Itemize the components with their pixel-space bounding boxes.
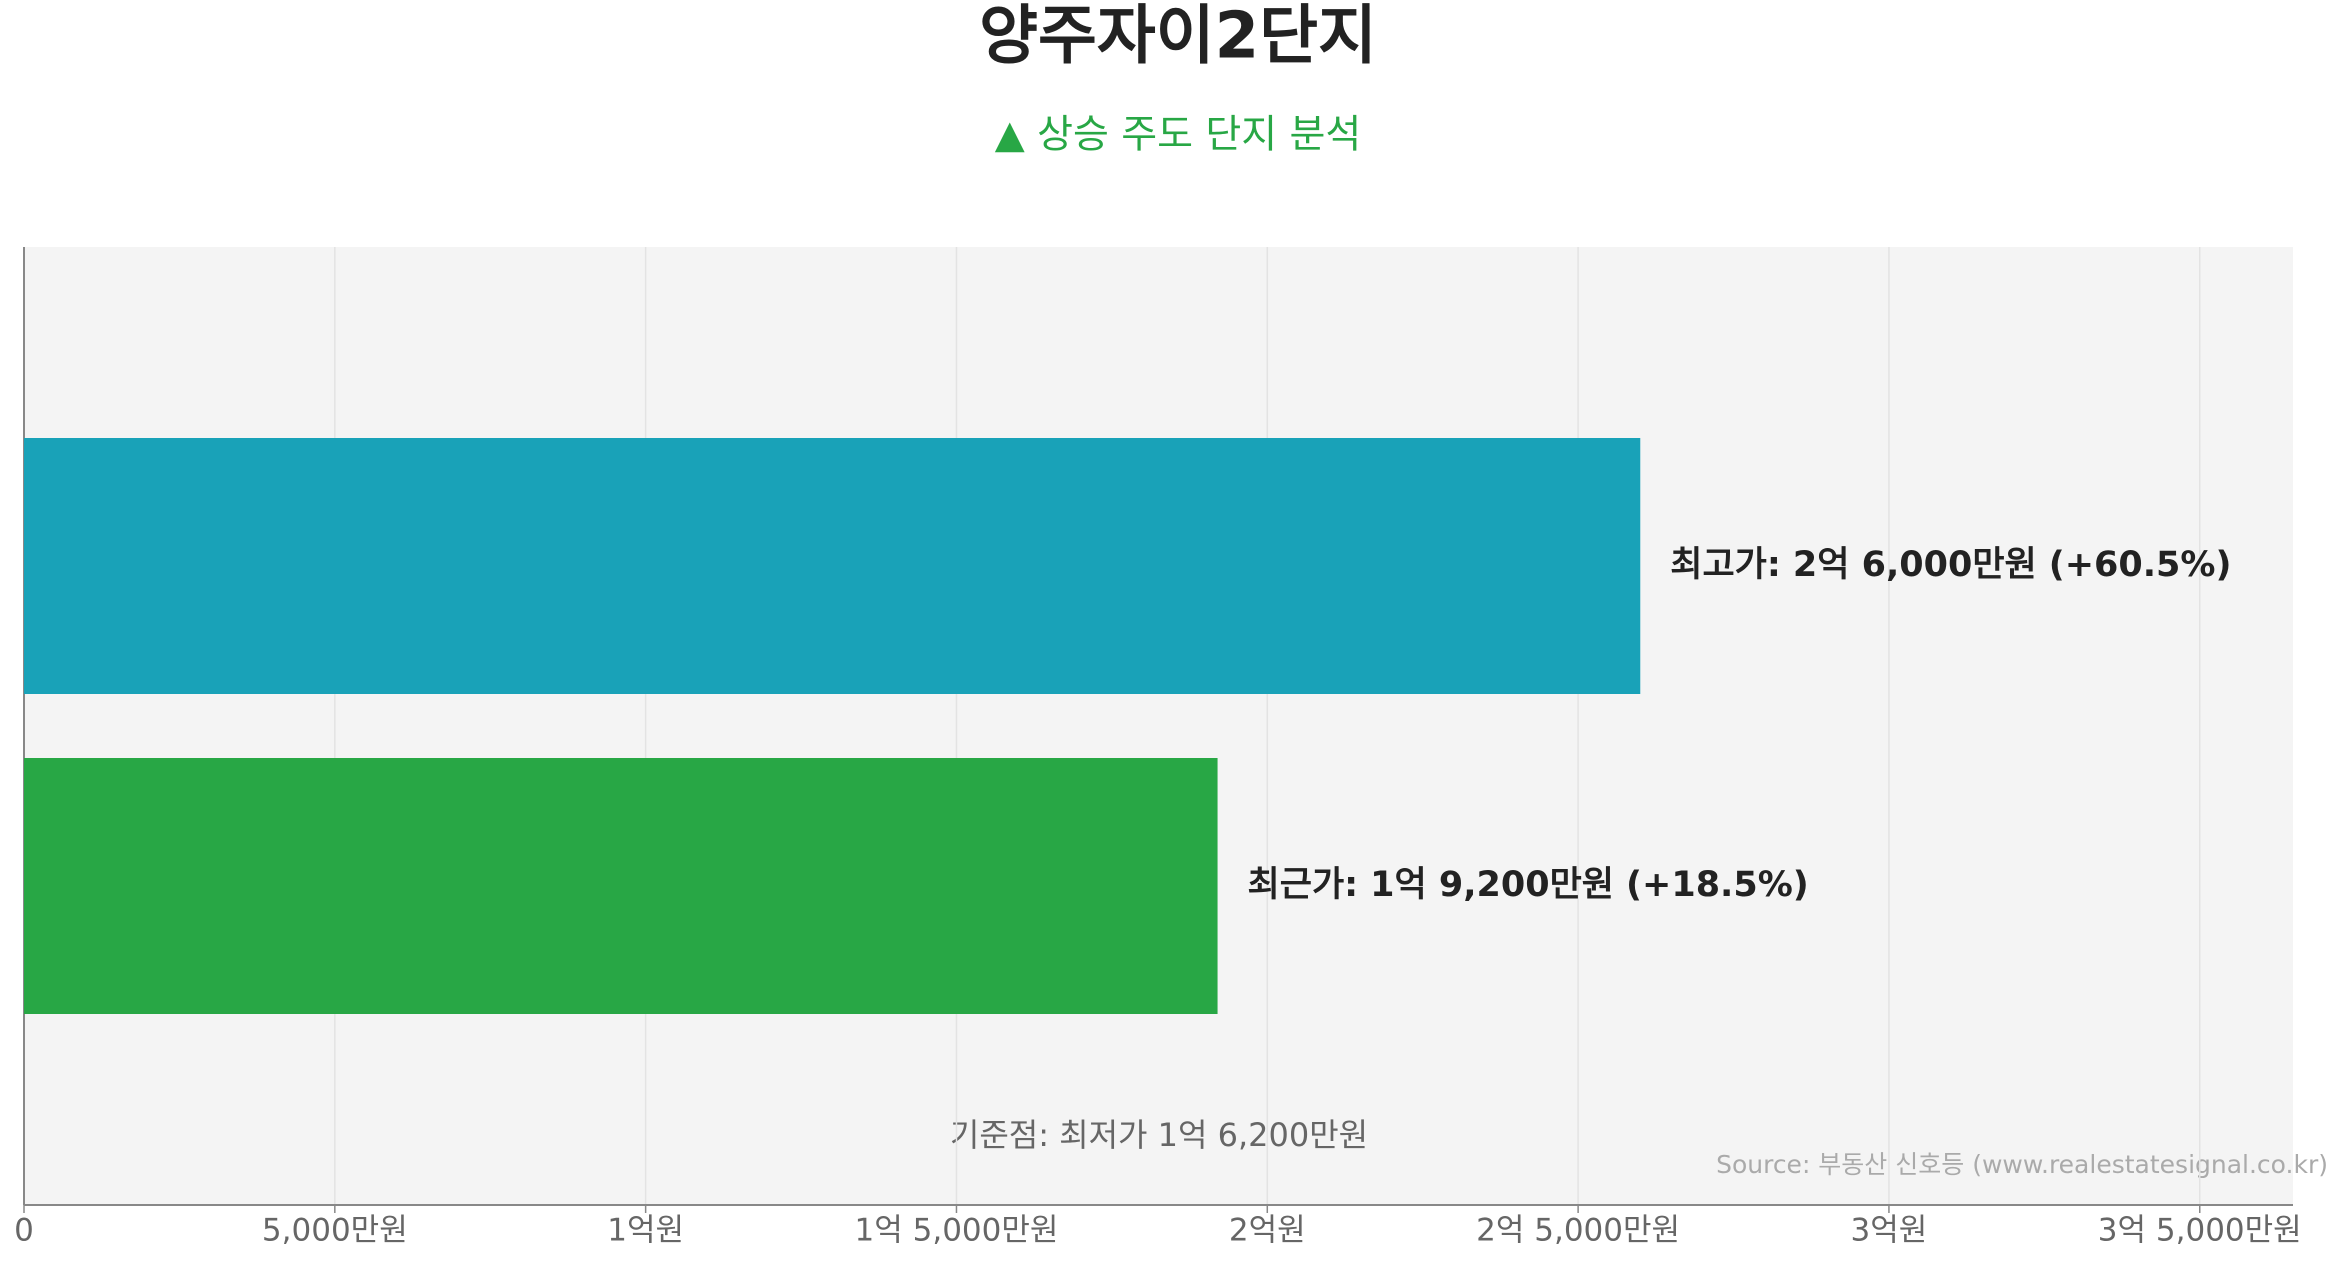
value-label: 1억 9,200만원 bbox=[1370, 865, 1614, 905]
bar-label: 최고가: 2억 6,000만원 (+60.5%) bbox=[1670, 545, 2231, 585]
x-tick-label: 3억 5,000만원 bbox=[2098, 1213, 2302, 1249]
source: Source: 부동산 신호등 (www.realestatesignal.co… bbox=[1716, 1150, 2328, 1179]
chart-title: 양주자이2단지 bbox=[979, 0, 1377, 74]
bar bbox=[24, 438, 1641, 694]
change-label: (+60.5%) bbox=[2049, 545, 2232, 585]
x-tick-label: 2억 5,000만원 bbox=[1476, 1213, 1680, 1249]
x-tick-label: 3억원 bbox=[1851, 1213, 1928, 1249]
x-tick-label: 1억 5,000만원 bbox=[855, 1213, 1059, 1249]
bar-label: 최근가: 1억 9,200만원 (+18.5%) bbox=[1248, 865, 1809, 905]
value-label: 2억 6,000만원 bbox=[1793, 545, 2037, 585]
x-tick-label: 0 bbox=[14, 1213, 34, 1249]
bar bbox=[24, 758, 1218, 1014]
x-tick-label: 2억원 bbox=[1229, 1213, 1306, 1249]
category-label: 최고가: bbox=[1670, 545, 1781, 585]
x-tick-label: 5,000만원 bbox=[262, 1213, 408, 1249]
change-label: (+18.5%) bbox=[1626, 865, 1809, 905]
plot-area bbox=[24, 247, 2293, 1205]
x-tick-label: 1억원 bbox=[607, 1213, 684, 1249]
chart-subtitle: ▲ 상승 주도 단지 분석 bbox=[995, 113, 1362, 158]
category-label: 최근가: bbox=[1248, 865, 1359, 905]
annotation: 기준점: 최저가 1억 6,200만원 bbox=[950, 1116, 1368, 1154]
